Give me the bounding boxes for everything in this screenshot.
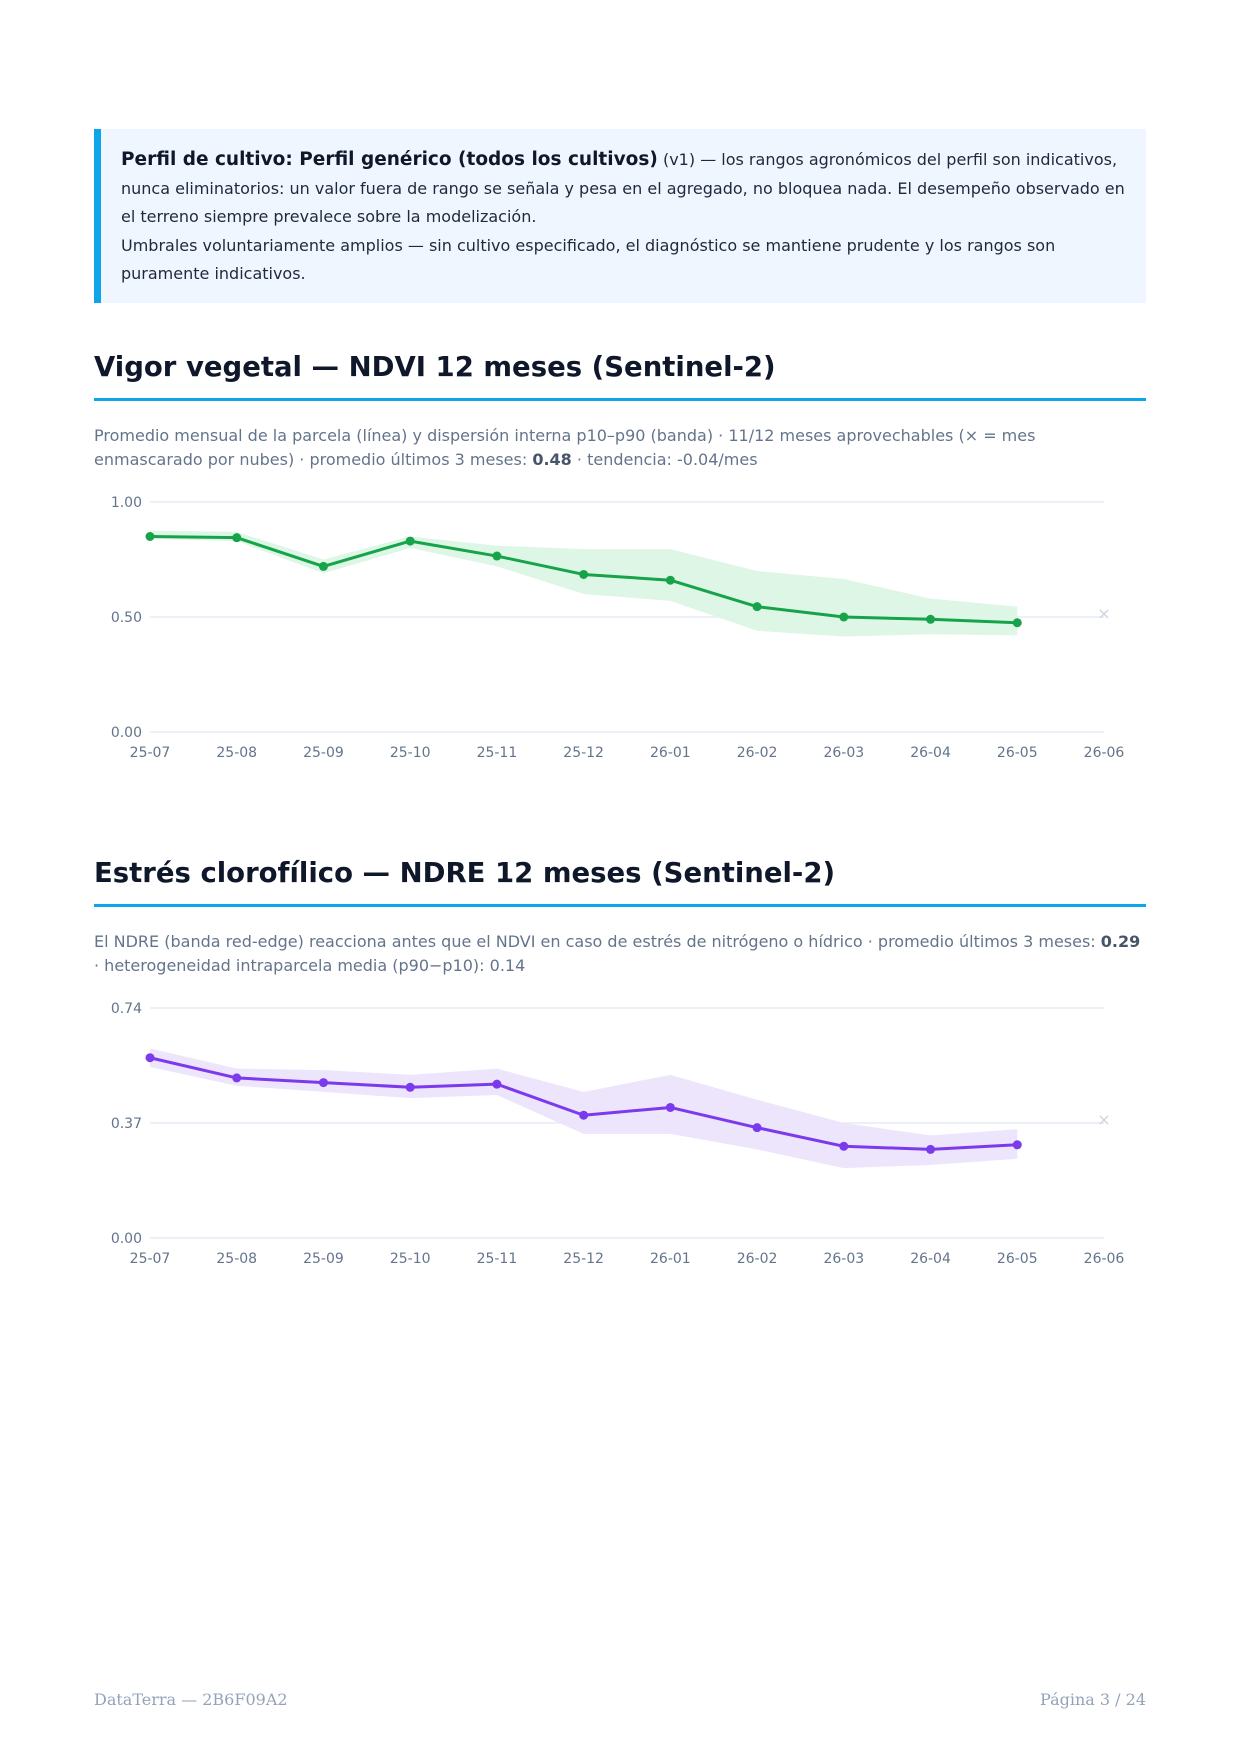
- data-point: [232, 533, 242, 543]
- data-point: [405, 1082, 415, 1092]
- x-tick-label: 26-04: [910, 745, 951, 761]
- x-tick-label: 26-01: [650, 1251, 691, 1267]
- x-tick-label: 26-06: [1084, 745, 1125, 761]
- ndvi-desc-text: Promedio mensual de la parcela (línea) y…: [94, 426, 1036, 469]
- ndre-desc-text: El NDRE (banda red-edge) reacciona antes…: [94, 932, 1101, 951]
- masked-month-marker: ×: [1097, 604, 1110, 623]
- x-tick-label: 26-02: [737, 1251, 778, 1267]
- y-tick-label: 1.00: [111, 495, 142, 511]
- data-point: [145, 532, 155, 541]
- x-tick-label: 26-03: [823, 745, 864, 761]
- crop-profile-note: Perfil de cultivo: Perfil genérico (todo…: [94, 129, 1146, 303]
- ndre-desc-heterogeneity: · heterogeneidad intraparcela media (p90…: [94, 956, 526, 975]
- x-tick-label: 26-06: [1084, 1251, 1125, 1267]
- x-tick-label: 25-08: [216, 745, 257, 761]
- ndre-heading: Estrés clorofílico — NDRE 12 meses (Sent…: [94, 856, 1146, 907]
- footer-page-number: Página 3 / 24: [1040, 1690, 1146, 1709]
- data-point: [492, 551, 502, 561]
- x-tick-label: 26-05: [997, 1251, 1038, 1267]
- data-point: [926, 1144, 936, 1154]
- ndre-avg3: 0.29: [1100, 932, 1141, 951]
- data-point: [492, 1079, 502, 1089]
- x-tick-label: 25-11: [477, 745, 518, 761]
- data-point: [579, 1110, 589, 1120]
- data-point: [405, 536, 415, 546]
- profile-title: Perfil de cultivo: Perfil genérico (todo…: [121, 149, 658, 170]
- y-tick-label: 0.74: [111, 1001, 142, 1017]
- x-tick-label: 26-04: [910, 1251, 951, 1267]
- data-point: [752, 602, 762, 612]
- x-tick-label: 25-12: [563, 1251, 604, 1267]
- x-tick-label: 26-03: [823, 1251, 864, 1267]
- x-tick-label: 26-05: [997, 745, 1038, 761]
- data-point: [665, 1102, 675, 1112]
- x-tick-label: 25-11: [477, 1251, 518, 1267]
- data-point: [839, 1141, 849, 1151]
- footer-brand: DataTerra — 2B6F09A2: [94, 1690, 288, 1709]
- ndre-chart: 0.00 0.37 0.74 25-07 25-08 25-09 25-10 25-11 25-…: [111, 1001, 1125, 1267]
- profile-paragraph: Perfil de cultivo: Perfil genérico (todo…: [121, 146, 1126, 232]
- x-tick-label: 26-01: [650, 745, 691, 761]
- x-tick-label: 26-02: [737, 745, 778, 761]
- y-tick-label: 0.00: [111, 1231, 142, 1247]
- p10-p90-band: [150, 1048, 1018, 1169]
- x-tick-label: 25-09: [303, 1251, 344, 1267]
- data-point: [665, 575, 675, 585]
- y-tick-label: 0.00: [111, 725, 142, 741]
- x-tick-label: 25-12: [563, 745, 604, 761]
- x-tick-label: 25-10: [390, 1251, 431, 1267]
- x-tick-label: 25-10: [390, 745, 431, 761]
- profile-note: Umbrales voluntariamente amplios — sin c…: [121, 235, 1056, 284]
- data-point: [232, 1073, 242, 1083]
- masked-month-marker: ×: [1097, 1110, 1110, 1129]
- x-tick-label: 25-09: [303, 745, 344, 761]
- data-point: [318, 1078, 328, 1088]
- ndre-description: El NDRE (banda red-edge) reacciona antes…: [94, 930, 1146, 978]
- data-point: [1012, 1140, 1022, 1150]
- y-tick-label: 0.37: [111, 1116, 142, 1132]
- ndvi-description: Promedio mensual de la parcela (línea) y…: [94, 424, 1146, 472]
- ndvi-chart: 0.00 0.50 1.00 25-07 25-08 25-09 25-10 25-11 25-…: [111, 495, 1125, 761]
- y-tick-label: 0.50: [111, 610, 142, 626]
- ndvi-desc-trend: · tendencia: -0.04/mes: [571, 450, 758, 469]
- p10-p90-band: [150, 530, 1018, 637]
- data-point: [926, 614, 936, 624]
- profile-text: — los rangos agronómicos del perfil son …: [121, 150, 1125, 226]
- data-point: [839, 612, 849, 622]
- x-tick-label: 25-07: [130, 1251, 171, 1267]
- ndvi-avg3: 0.48: [532, 450, 572, 469]
- ndvi-heading: Vigor vegetal — NDVI 12 meses (Sentinel-…: [94, 350, 1146, 401]
- data-point: [318, 561, 328, 571]
- x-tick-label: 25-08: [216, 1251, 257, 1267]
- data-point: [579, 569, 589, 579]
- data-point: [1012, 618, 1022, 628]
- x-tick-label: 25-07: [130, 745, 171, 761]
- data-point: [752, 1123, 762, 1133]
- profile-version: (v1): [662, 150, 696, 169]
- data-point: [145, 1053, 155, 1063]
